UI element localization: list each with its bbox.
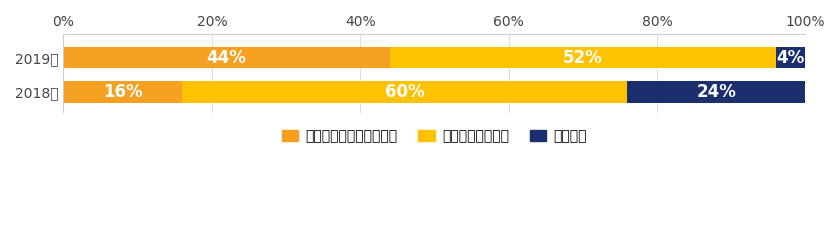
Bar [182,81,627,103]
Text: 44%: 44% [207,49,247,67]
Bar [775,47,806,69]
Bar [64,47,390,69]
Text: 4%: 4% [776,49,805,67]
Legend: 内容も含めて知っている, 概要を知っている, 知らない: 内容も含めて知っている, 概要を知っている, 知らない [276,124,592,149]
Text: 24%: 24% [696,83,736,101]
Bar [627,81,806,103]
Text: 52%: 52% [563,49,602,67]
Bar [390,47,775,69]
Bar [64,81,182,103]
Text: 16%: 16% [103,83,143,101]
Text: 60%: 60% [385,83,424,101]
